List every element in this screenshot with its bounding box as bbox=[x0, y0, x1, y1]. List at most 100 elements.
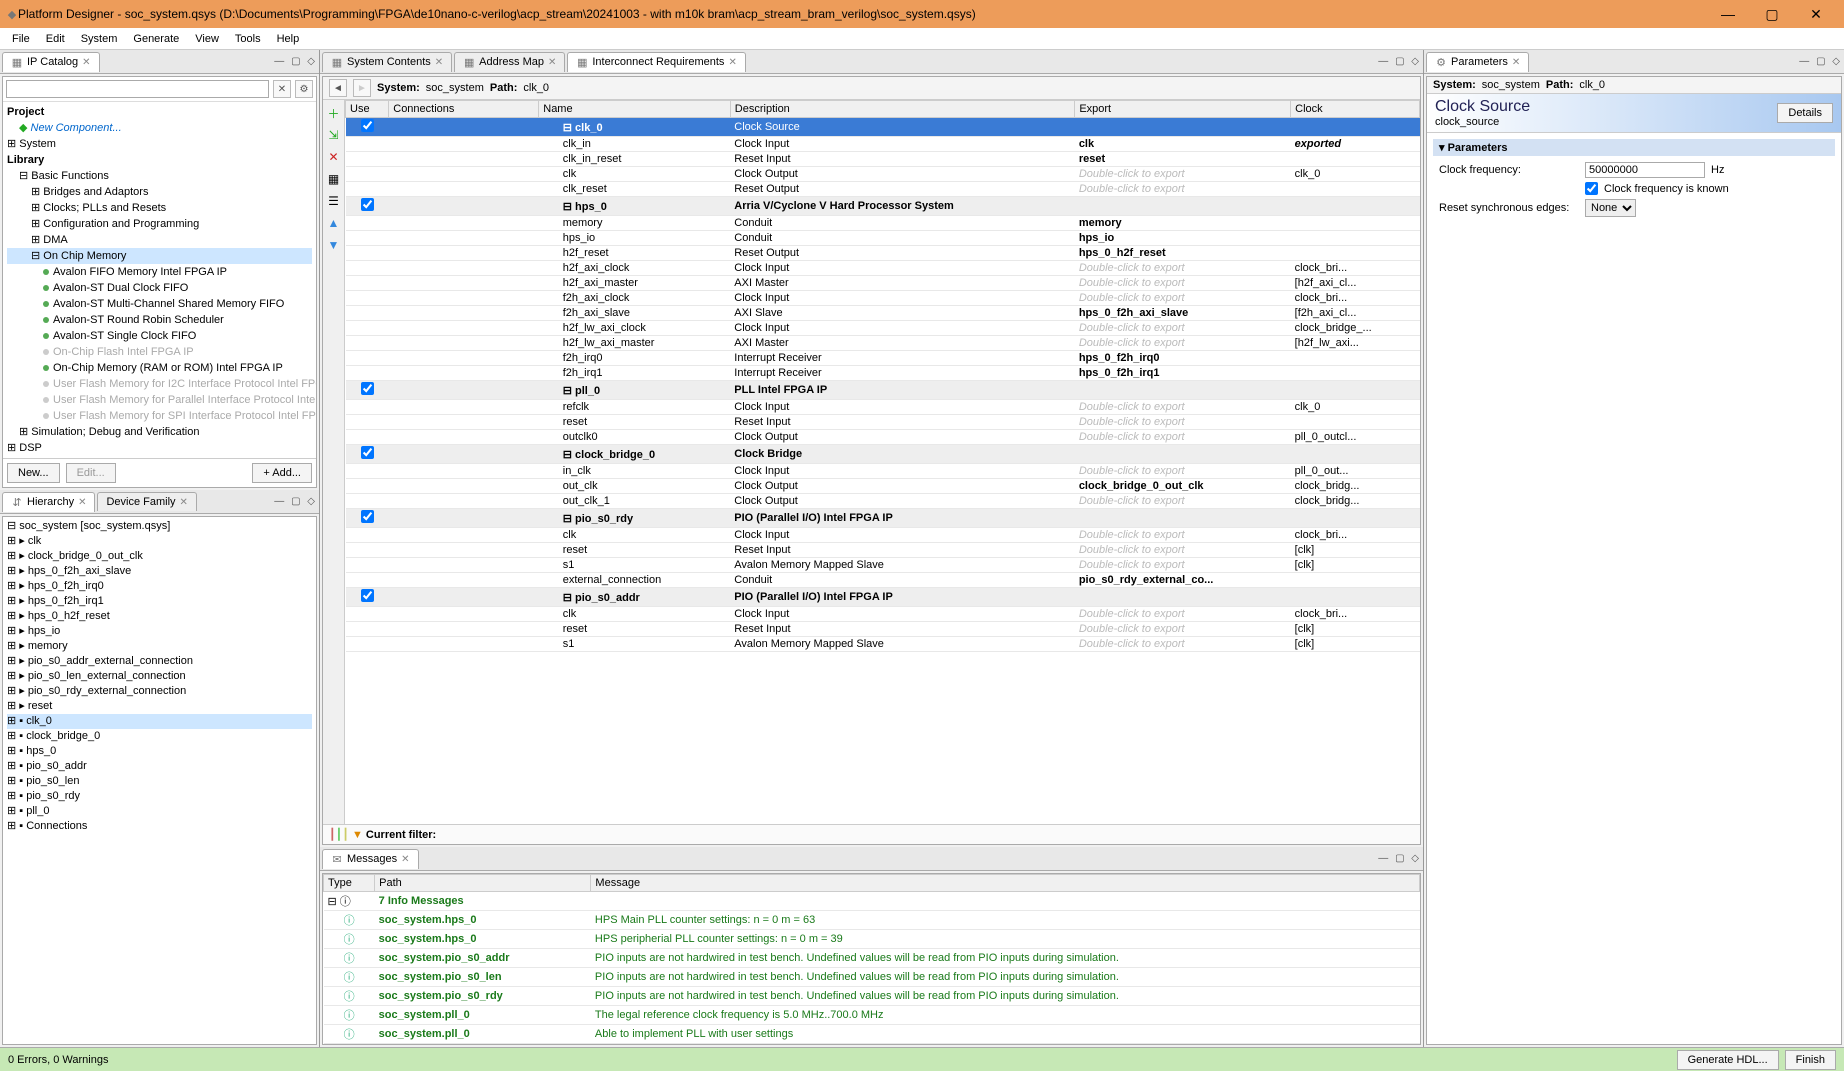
catalog-search-input[interactable] bbox=[6, 80, 269, 98]
add-icon[interactable]: ＋ bbox=[325, 104, 343, 122]
close-icon[interactable]: ✕ bbox=[82, 57, 90, 68]
table-row[interactable]: h2f_axi_clockClock InputDouble-click to … bbox=[346, 261, 1420, 276]
tab-ip-catalog[interactable]: ▦ IP Catalog ✕ bbox=[2, 52, 100, 72]
tree-node[interactable]: Project bbox=[7, 104, 312, 120]
hierarchy-tree[interactable]: ⊟ soc_system [soc_system.qsys] ⊞ ▸ clk ⊞… bbox=[3, 517, 316, 1044]
table-row[interactable]: refclkClock InputDouble-click to exportc… bbox=[346, 400, 1420, 415]
tree-node[interactable]: Library bbox=[7, 152, 312, 168]
tab-device-family[interactable]: Device Family ✕ bbox=[97, 492, 196, 511]
table-row[interactable]: h2f_axi_masterAXI MasterDouble-click to … bbox=[346, 276, 1420, 291]
table-row[interactable]: ⊟ pio_s0_rdyPIO (Parallel I/O) Intel FPG… bbox=[346, 509, 1420, 528]
tab-messages[interactable]: ✉ Messages ✕ bbox=[322, 849, 419, 869]
hierarchy-node[interactable]: ⊞ ▪ hps_0 bbox=[7, 744, 312, 759]
hierarchy-node[interactable]: ⊞ ▸ clock_bridge_0_out_clk bbox=[7, 549, 312, 564]
panel-controls[interactable]: — ▢ ◇ bbox=[274, 56, 317, 67]
hierarchy-node[interactable]: ⊞ ▸ hps_0_f2h_irq1 bbox=[7, 594, 312, 609]
table-row[interactable]: out_clk_1Clock OutputDouble-click to exp… bbox=[346, 494, 1420, 509]
details-button[interactable]: Details bbox=[1777, 103, 1833, 123]
menu-edit[interactable]: Edit bbox=[38, 31, 73, 47]
menu-file[interactable]: File bbox=[4, 31, 38, 47]
table-row[interactable]: s1Avalon Memory Mapped SlaveDouble-click… bbox=[346, 637, 1420, 652]
hierarchy-node[interactable]: ⊞ ▸ hps_0_f2h_irq0 bbox=[7, 579, 312, 594]
tree-node[interactable]: ⊟ On Chip Memory bbox=[7, 248, 312, 264]
tab-parameters[interactable]: ⚙ Parameters ✕ bbox=[1426, 52, 1529, 72]
hierarchy-node[interactable]: ⊟ soc_system [soc_system.qsys] bbox=[7, 519, 312, 534]
table-row[interactable]: ⊟ hps_0Arria V/Cyclone V Hard Processor … bbox=[346, 197, 1420, 216]
table-row[interactable]: ⊟ pio_s0_addrPIO (Parallel I/O) Intel FP… bbox=[346, 588, 1420, 607]
message-row[interactable]: ⓘsoc_system.pio_s0_addrPIO inputs are no… bbox=[324, 949, 1420, 968]
hierarchy-node[interactable]: ⊞ ▸ memory bbox=[7, 639, 312, 654]
hierarchy-node[interactable]: ⊞ ▸ clk bbox=[7, 534, 312, 549]
tab-system-contents[interactable]: ▦System Contents✕ bbox=[322, 52, 452, 72]
table-row[interactable]: clkClock InputDouble-click to exportcloc… bbox=[346, 607, 1420, 622]
tree-node[interactable]: ⊞ System bbox=[7, 136, 312, 152]
table-row[interactable]: s1Avalon Memory Mapped SlaveDouble-click… bbox=[346, 558, 1420, 573]
message-row[interactable]: ⓘsoc_system.pio_s0_rdyPIO inputs are not… bbox=[324, 987, 1420, 1006]
maximize-button[interactable]: ▢ bbox=[1750, 0, 1794, 28]
edit-button[interactable]: Edit... bbox=[66, 463, 116, 483]
tree-node[interactable]: Avalon-ST Round Robin Scheduler bbox=[7, 312, 312, 328]
table-row[interactable]: memoryConduitmemory bbox=[346, 216, 1420, 231]
hierarchy-node[interactable]: ⊞ ▸ hps_io bbox=[7, 624, 312, 639]
ip-catalog-tree[interactable]: Project◆ New Component...⊞ SystemLibrary… bbox=[3, 102, 316, 458]
menu-system[interactable]: System bbox=[73, 31, 126, 47]
tree-node[interactable]: Avalon-ST Single Clock FIFO bbox=[7, 328, 312, 344]
table-row[interactable]: resetReset InputDouble-click to export bbox=[346, 415, 1420, 430]
menu-help[interactable]: Help bbox=[269, 31, 308, 47]
table-row[interactable]: hps_ioConduithps_io bbox=[346, 231, 1420, 246]
menu-view[interactable]: View bbox=[187, 31, 227, 47]
message-row[interactable]: ⓘsoc_system.pll_0The legal reference clo… bbox=[324, 1006, 1420, 1025]
clock-frequency-input[interactable] bbox=[1585, 162, 1705, 178]
close-icon[interactable]: ✕ bbox=[401, 854, 409, 865]
table-row[interactable]: f2h_axi_slaveAXI Slavehps_0_f2h_axi_slav… bbox=[346, 306, 1420, 321]
table-row[interactable]: resetReset InputDouble-click to export[c… bbox=[346, 622, 1420, 637]
hierarchy-node[interactable]: ⊞ ▸ pio_s0_addr_external_connection bbox=[7, 654, 312, 669]
hierarchy-node[interactable]: ⊞ ▪ pll_0 bbox=[7, 804, 312, 819]
finish-button[interactable]: Finish bbox=[1785, 1050, 1836, 1070]
nav-fwd-button[interactable]: ► bbox=[353, 79, 371, 97]
tree-node[interactable]: ◆ New Component... bbox=[7, 120, 312, 136]
panel-controls[interactable]: — ▢ ◇ bbox=[274, 496, 317, 507]
hierarchy-node[interactable]: ⊞ ▸ hps_0_f2h_axi_slave bbox=[7, 564, 312, 579]
tab-address-map[interactable]: ▦Address Map✕ bbox=[454, 52, 565, 72]
clear-icon[interactable]: ✕ bbox=[273, 80, 291, 98]
nav-back-button[interactable]: ◄ bbox=[329, 79, 347, 97]
tree-node[interactable]: ⊞ Clocks; PLLs and Resets bbox=[7, 200, 312, 216]
panel-controls[interactable]: — ▢ ◇ bbox=[1378, 853, 1421, 864]
reset-edges-select[interactable]: None bbox=[1585, 199, 1636, 217]
panel-controls[interactable]: — ▢ ◇ bbox=[1799, 56, 1842, 67]
new-button[interactable]: New... bbox=[7, 463, 60, 483]
panel-controls[interactable]: — ▢ ◇ bbox=[1378, 56, 1421, 67]
table-row[interactable]: clkClock OutputDouble-click to exportclk… bbox=[346, 167, 1420, 182]
table-row[interactable]: h2f_resetReset Outputhps_0_h2f_reset bbox=[346, 246, 1420, 261]
close-icon[interactable]: ✕ bbox=[180, 497, 188, 508]
table-row[interactable]: clkClock InputDouble-click to exportcloc… bbox=[346, 528, 1420, 543]
table-row[interactable]: f2h_irq1Interrupt Receiverhps_0_f2h_irq1 bbox=[346, 366, 1420, 381]
link-icon[interactable]: ⇲ bbox=[325, 126, 343, 144]
menu-tools[interactable]: Tools bbox=[227, 31, 269, 47]
hierarchy-node[interactable]: ⊞ ▪ clock_bridge_0 bbox=[7, 729, 312, 744]
tab-hierarchy[interactable]: ⇵ Hierarchy ✕ bbox=[2, 492, 95, 512]
close-icon[interactable]: ✕ bbox=[78, 497, 86, 508]
list-icon[interactable]: ☰ bbox=[325, 192, 343, 210]
tree-node[interactable]: User Flash Memory for Parallel Interface… bbox=[7, 392, 312, 408]
tree-node[interactable]: Avalon-ST Dual Clock FIFO bbox=[7, 280, 312, 296]
table-row[interactable]: clk_in_resetReset Inputreset bbox=[346, 152, 1420, 167]
table-row[interactable]: out_clkClock Outputclock_bridge_0_out_cl… bbox=[346, 479, 1420, 494]
table-row[interactable]: ⊟ clock_bridge_0Clock Bridge bbox=[346, 445, 1420, 464]
close-icon[interactable]: ✕ bbox=[1512, 57, 1520, 68]
tree-node[interactable]: User Flash Memory for SPI Interface Prot… bbox=[7, 408, 312, 424]
table-row[interactable]: f2h_irq0Interrupt Receiverhps_0_f2h_irq0 bbox=[346, 351, 1420, 366]
hierarchy-node[interactable]: ⊞ ▪ clk_0 bbox=[7, 714, 312, 729]
tree-node[interactable]: ⊞ Configuration and Programming bbox=[7, 216, 312, 232]
table-row[interactable]: resetReset InputDouble-click to export[c… bbox=[346, 543, 1420, 558]
freq-known-checkbox[interactable] bbox=[1585, 182, 1598, 195]
message-row[interactable]: ⓘsoc_system.pio_s0_lenPIO inputs are not… bbox=[324, 968, 1420, 987]
table-row[interactable]: clk_inClock Inputclkexported bbox=[346, 137, 1420, 152]
tree-node[interactable]: On-Chip Memory (RAM or ROM) Intel FPGA I… bbox=[7, 360, 312, 376]
hierarchy-node[interactable]: ⊞ ▪ pio_s0_rdy bbox=[7, 789, 312, 804]
minimize-button[interactable]: — bbox=[1706, 0, 1750, 28]
tree-node[interactable]: User Flash Memory for I2C Interface Prot… bbox=[7, 376, 312, 392]
menu-generate[interactable]: Generate bbox=[125, 31, 187, 47]
up-icon[interactable]: ▲ bbox=[325, 214, 343, 232]
